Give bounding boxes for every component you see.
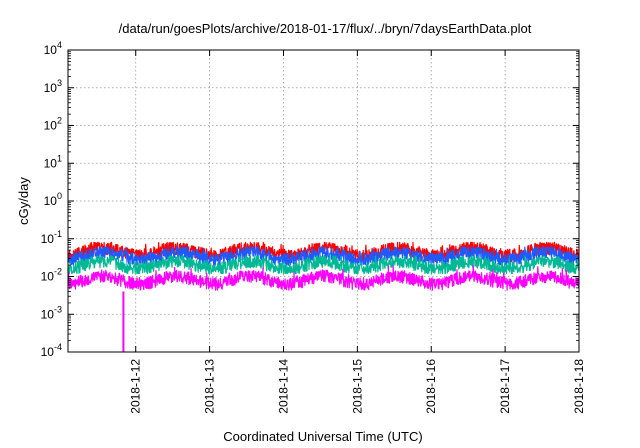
y-tick-label: 10-2 xyxy=(41,267,62,284)
y-tick-label: 10-1 xyxy=(41,229,62,246)
y-tick-labels: 10-4 10-3 10-2 10-1 100 101 102 103 104 xyxy=(41,40,62,359)
y-tick-label: 102 xyxy=(44,116,62,133)
x-tick-label: 2018-1-13 xyxy=(203,359,217,414)
x-tick-labels: 2018-1-12 2018-1-13 2018-1-14 2018-1-15 2018… xyxy=(129,359,586,414)
y-axis-label: cGy/day xyxy=(16,177,31,225)
y-tick-label: 100 xyxy=(44,191,62,208)
y-tick-label: 101 xyxy=(44,153,62,170)
data-series-line xyxy=(67,255,580,275)
tick-marks xyxy=(68,49,580,353)
x-tick-label: 2018-1-12 xyxy=(129,359,143,414)
data-series-line xyxy=(67,264,580,291)
x-tick-label: 2018-1-14 xyxy=(276,359,290,414)
x-axis-label: Coordinated Universal Time (UTC) xyxy=(223,429,422,444)
x-tick-label: 2018-1-18 xyxy=(572,359,586,414)
y-tick-label: 10-3 xyxy=(41,304,62,321)
x-tick-label: 2018-1-17 xyxy=(498,359,512,414)
series-layer xyxy=(67,241,580,352)
y-tick-label: 10-4 xyxy=(41,342,62,359)
y-tick-label: 103 xyxy=(44,78,62,95)
y-tick-label: 104 xyxy=(44,40,62,57)
x-tick-label: 2018-1-15 xyxy=(350,359,364,414)
chart-title: /data/run/goesPlots/archive/2018-01-17/f… xyxy=(119,21,532,36)
x-tick-label: 2018-1-16 xyxy=(424,359,438,414)
